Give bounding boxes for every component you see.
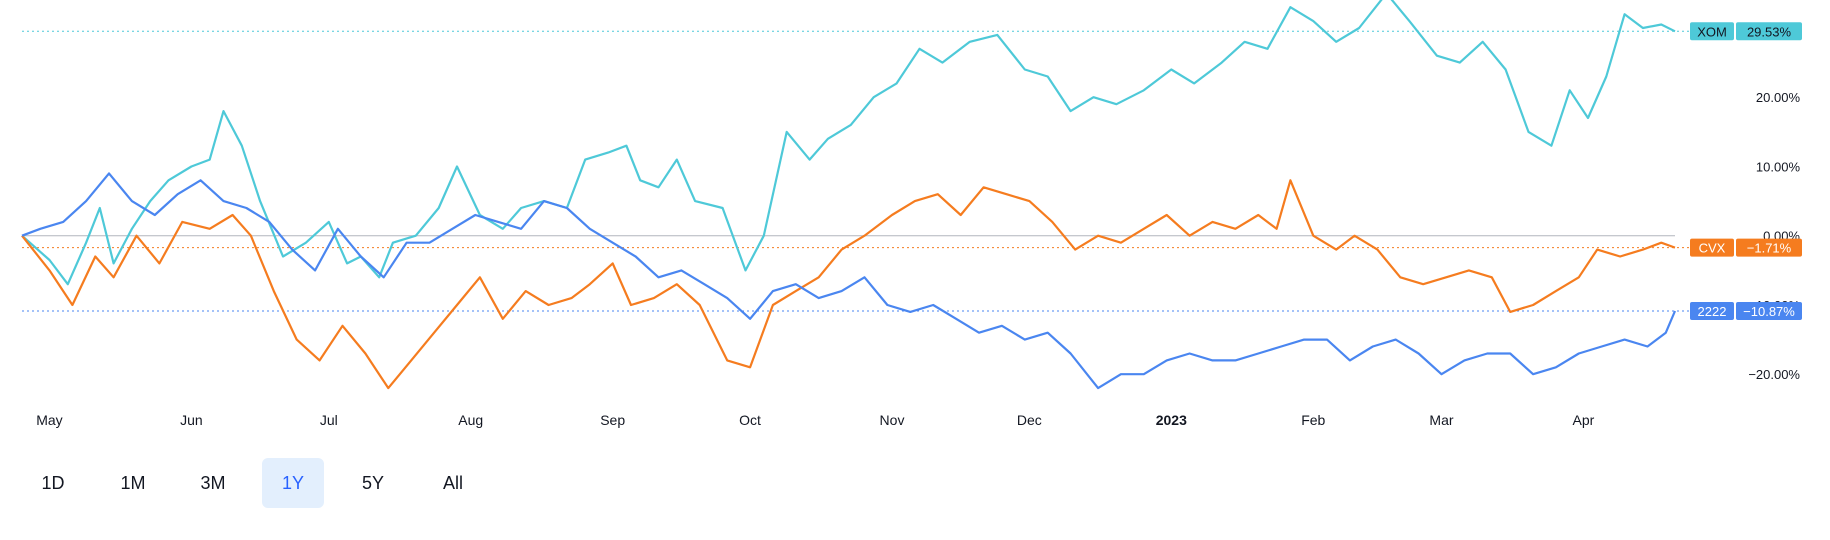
y-tick-label: 20.00%	[1756, 90, 1801, 105]
x-tick-label: Jul	[320, 412, 338, 428]
x-tick-label: Sep	[600, 412, 625, 428]
x-tick-label: 2023	[1156, 412, 1187, 428]
series-tag-value-bg	[1736, 302, 1802, 321]
series-line-xom	[21, 0, 1676, 286]
x-tick-label: Feb	[1301, 412, 1325, 428]
series-tag-symbol: CVX	[1699, 241, 1726, 256]
x-tick-label: Aug	[458, 412, 483, 428]
y-tick-label: −20.00%	[1748, 367, 1800, 382]
series-line-2222	[21, 172, 1677, 390]
series-tag-value: −10.87%	[1743, 304, 1795, 319]
series-tag-xom: XOM 29.53%	[1690, 22, 1802, 41]
y-tick-label: 10.00%	[1756, 159, 1801, 174]
range-button-1d[interactable]: 1D	[22, 458, 84, 508]
series-tag-symbol-bg	[1690, 238, 1734, 257]
series-line-cvx	[21, 179, 1676, 390]
range-button-all[interactable]: All	[422, 458, 484, 508]
series-tag-cvx: CVX −1.71%	[1690, 238, 1802, 257]
series-tag-value-bg	[1736, 238, 1802, 257]
series-tag-symbol-bg	[1690, 302, 1734, 321]
range-button-5y[interactable]: 5Y	[342, 458, 404, 508]
x-tick-label: May	[36, 412, 62, 428]
series-tag-symbol: XOM	[1697, 24, 1727, 39]
range-selector: 1D 1M 3M 1Y 5Y All	[22, 458, 484, 508]
series-tag-value: 29.53%	[1747, 24, 1792, 39]
series-tag-2222: 2222 −10.87%	[1690, 302, 1802, 321]
range-button-1m[interactable]: 1M	[102, 458, 164, 508]
series-tag-symbol-bg	[1690, 22, 1734, 41]
range-button-1y[interactable]: 1Y	[262, 458, 324, 508]
series-tag-symbol: 2222	[1698, 304, 1727, 319]
x-tick-label: Oct	[739, 412, 761, 428]
series-tag-value: −1.71%	[1747, 241, 1792, 256]
x-tick-label: Nov	[880, 412, 905, 428]
series-tag-value-bg	[1736, 22, 1802, 41]
x-tick-label: Mar	[1429, 412, 1453, 428]
x-tick-label: Apr	[1573, 412, 1595, 428]
x-tick-label: Jun	[180, 412, 203, 428]
range-button-3m[interactable]: 3M	[182, 458, 244, 508]
x-tick-label: Dec	[1017, 412, 1042, 428]
comparison-line-chart: 20.00%10.00%0.00%-10.00%−20.00% MayJunJu…	[21, 0, 1802, 428]
